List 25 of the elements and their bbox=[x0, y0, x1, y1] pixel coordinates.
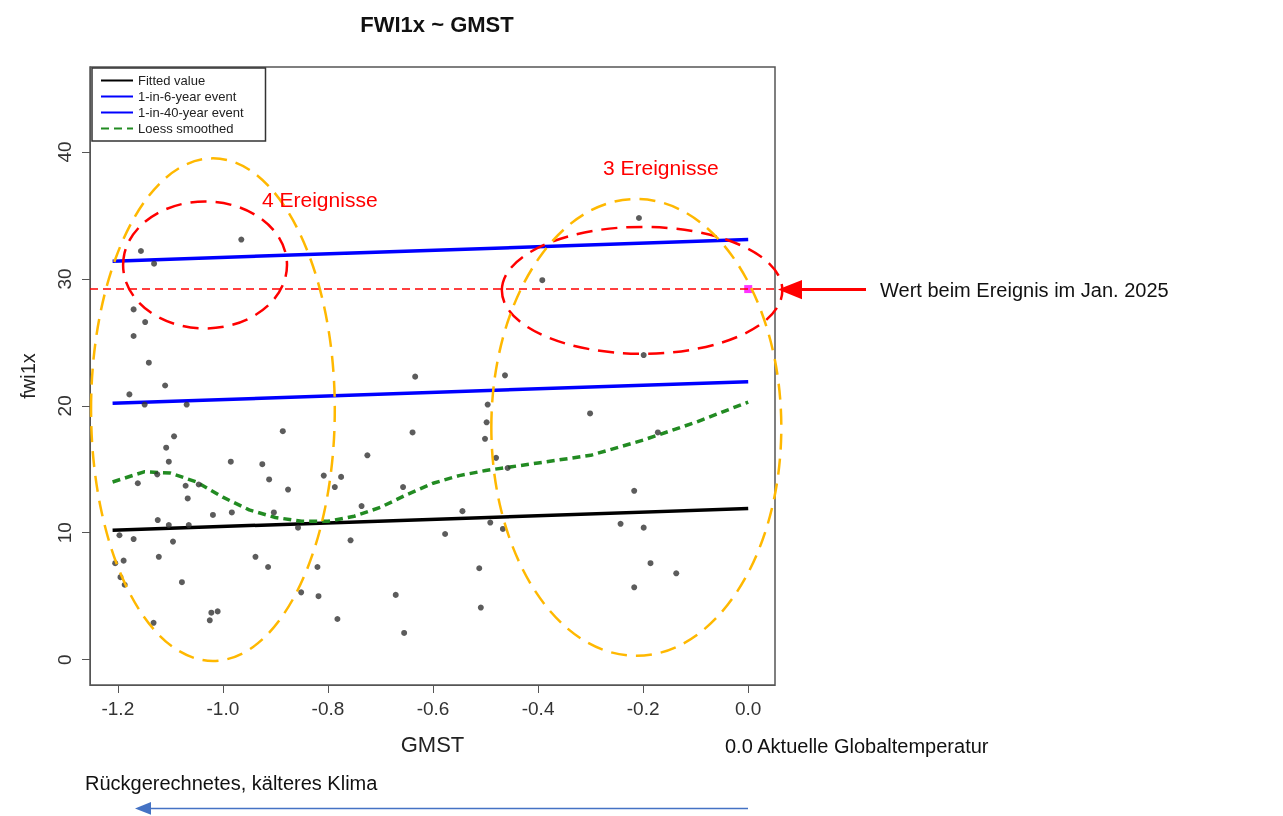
y-tick-label: 20 bbox=[54, 395, 75, 417]
y-tick-label: 10 bbox=[54, 522, 75, 544]
x-tick-label: -0.2 bbox=[626, 698, 660, 719]
y-tick-label: 0 bbox=[54, 654, 75, 665]
line-series bbox=[110, 400, 750, 524]
annotation: 4 Ereignisse bbox=[262, 187, 378, 211]
annotation: 3 Ereignisse bbox=[603, 155, 719, 179]
y-axis-title: fwi1x bbox=[17, 353, 39, 399]
text: Rückgerechnetes, kälteres Klima bbox=[85, 772, 379, 794]
x-tick-label: 0.0 bbox=[735, 698, 762, 719]
x-tick-label: -1.2 bbox=[101, 698, 135, 719]
x-axis-title: GMST bbox=[400, 731, 465, 757]
x-tick-label: -1.0 bbox=[206, 698, 240, 719]
legend-label: 1-in-6-year event bbox=[138, 89, 237, 104]
text: 0.0 Aktuelle Globaltemperatur bbox=[725, 735, 989, 757]
y-tick-label: 30 bbox=[54, 268, 75, 290]
y-tick-label: 40 bbox=[54, 141, 75, 163]
x-tick-label: -0.8 bbox=[311, 698, 345, 719]
x-tick-label: -0.4 bbox=[521, 698, 555, 719]
x-tick-label: -0.6 bbox=[416, 698, 450, 719]
text: Wert beim Ereignis im Jan. 2025 bbox=[880, 279, 1169, 301]
chart-title: FWI1x ~ GMST bbox=[360, 11, 515, 37]
legend-label: Loess smoothed bbox=[138, 121, 234, 136]
legend-label: 1-in-40-year event bbox=[138, 105, 244, 120]
legend-label: Fitted value bbox=[138, 73, 206, 88]
